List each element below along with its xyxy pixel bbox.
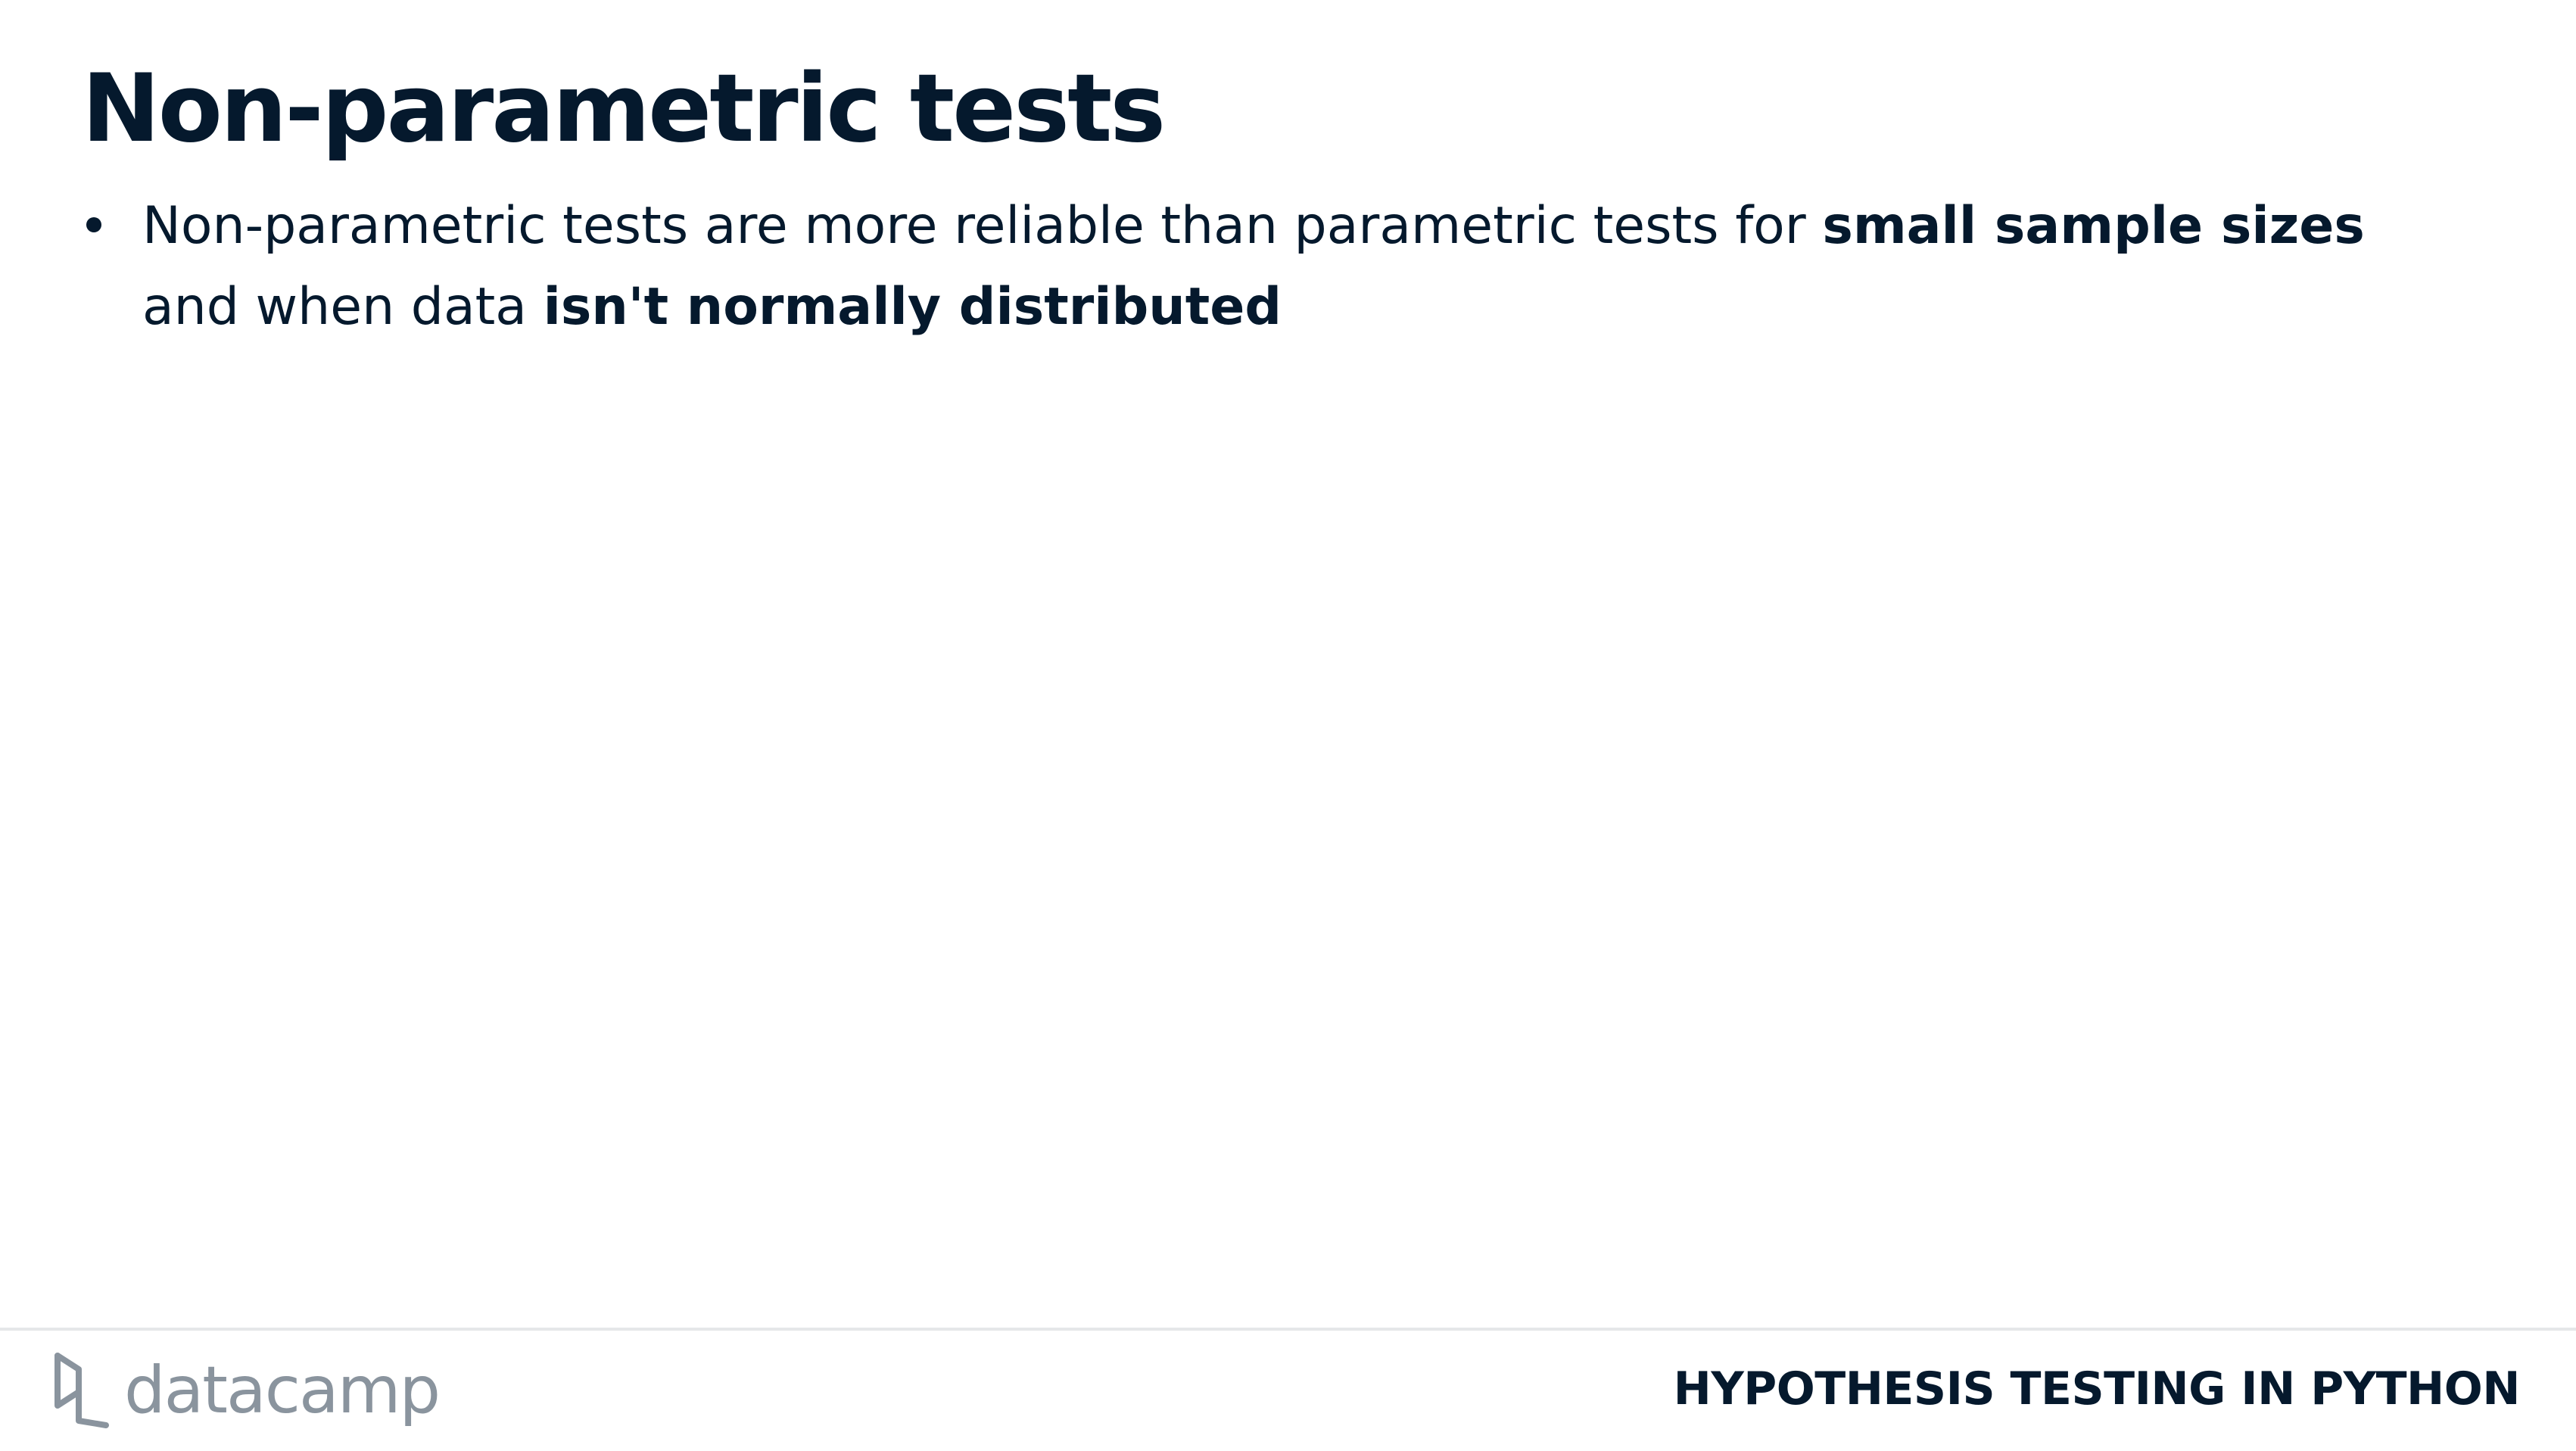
- datacamp-logo: datacamp: [53, 1349, 441, 1432]
- footer-divider: [0, 1328, 2576, 1331]
- logo-wordmark: datacamp: [124, 1353, 441, 1428]
- bullet-segment-bold: small sample sizes: [1822, 196, 2365, 256]
- bullet-text: Non-parametric tests are more reliable t…: [142, 196, 2365, 337]
- bullet-dot-icon: [86, 217, 101, 232]
- course-title: HYPOTHESIS TESTING IN PYTHON: [1673, 1362, 2521, 1415]
- bullet-item: Non-parametric tests are more reliable t…: [82, 185, 2444, 347]
- bullet-list: Non-parametric tests are more reliable t…: [82, 185, 2444, 347]
- bullet-segment-bold: isn't normally distributed: [543, 277, 1282, 337]
- bullet-segment: and when data: [142, 277, 544, 337]
- bullet-segment: Non-parametric tests are more reliable t…: [142, 196, 1823, 256]
- datacamp-logo-icon: [55, 1353, 109, 1428]
- slide-title: Non-parametric tests: [82, 54, 1166, 163]
